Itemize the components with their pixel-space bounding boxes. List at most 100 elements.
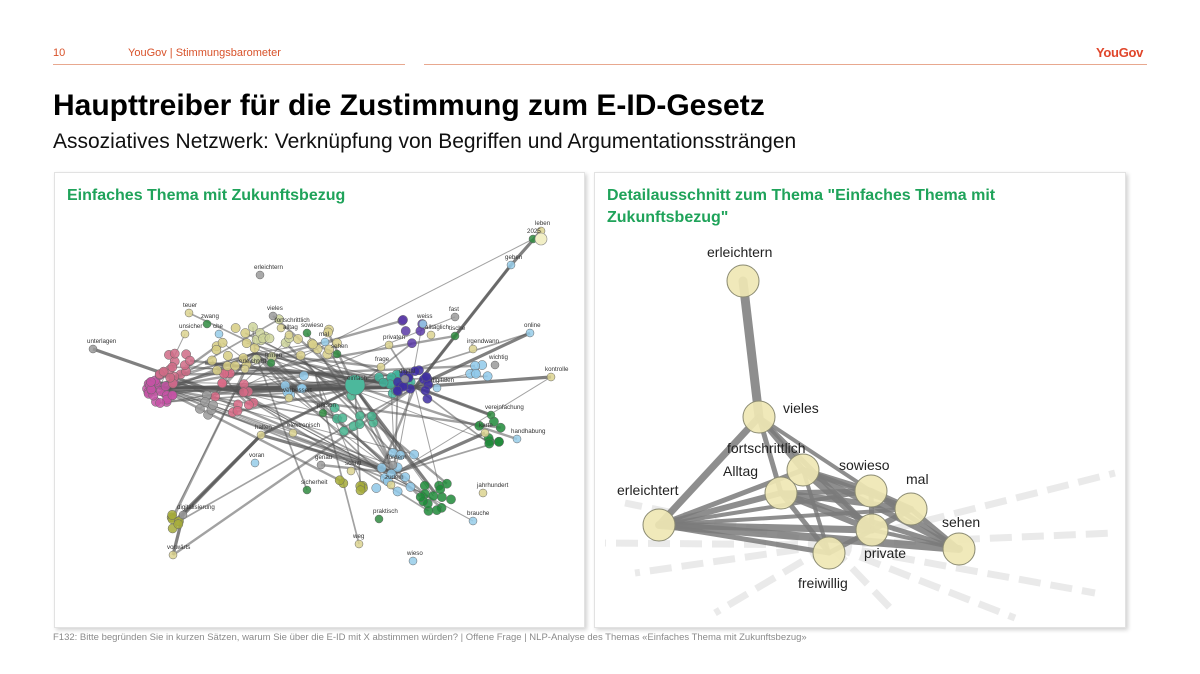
overview-node	[207, 355, 217, 366]
overview-node-label: digitalen	[431, 377, 455, 384]
overview-node	[230, 360, 241, 371]
overview-node	[165, 372, 176, 383]
overview-node	[155, 398, 165, 408]
overview-network-panel: Einfaches Thema mit Zukunftsbezug leben 2…	[54, 172, 585, 628]
overview-node-label: verbessert	[283, 387, 312, 394]
overview-node-label: schritt	[345, 460, 362, 467]
detail-node-label: private	[864, 545, 906, 561]
overview-node	[374, 514, 384, 524]
detail-node-label: sowieso	[839, 457, 890, 473]
overview-edge	[271, 355, 396, 474]
overview-node-label: fortschrittlich	[275, 317, 310, 324]
detail-node-label: fortschrittlich	[727, 440, 806, 456]
overview-node	[392, 486, 403, 497]
overview-node	[324, 344, 335, 355]
overview-node-label: geben	[505, 254, 523, 261]
detail-node	[726, 264, 760, 298]
overview-node	[288, 428, 298, 438]
overview-node-label: vorwärts	[167, 544, 190, 551]
detail-node	[855, 513, 889, 547]
overview-node-label: fast	[449, 306, 459, 313]
brand-logo: YouGov	[1096, 45, 1144, 60]
overview-node	[217, 378, 228, 388]
overview-node	[354, 419, 365, 430]
overview-edge	[394, 323, 423, 474]
overview-edge	[158, 386, 341, 482]
detail-node-label: freiwillig	[798, 575, 848, 591]
overview-node	[484, 438, 495, 449]
overview-node-label: brauche	[467, 510, 490, 517]
overview-node	[266, 358, 276, 368]
overview-edge	[171, 390, 237, 520]
overview-node	[256, 430, 266, 440]
overview-edge	[158, 334, 456, 390]
overview-node	[230, 323, 241, 333]
overview-node-label: weg	[352, 533, 365, 540]
overview-node	[490, 360, 500, 370]
overview-node	[512, 434, 522, 444]
detail-edge	[656, 522, 832, 556]
overview-node	[240, 364, 250, 374]
overview-node-label: privaten	[383, 334, 406, 341]
overview-edge	[306, 332, 396, 474]
overview-node	[180, 329, 190, 339]
overview-node	[238, 353, 249, 363]
overview-edge	[178, 386, 416, 523]
overview-node	[371, 483, 382, 493]
overview-node-label: mal	[319, 331, 329, 338]
detail-edge	[757, 415, 873, 493]
overview-node-label: praktisch	[373, 508, 398, 515]
overview-node	[167, 510, 178, 520]
detail-node	[642, 508, 676, 542]
overview-node	[320, 337, 330, 347]
overview-node-label: erleichtern	[254, 264, 283, 271]
overview-node	[392, 385, 403, 396]
overview-node-label: firmen	[265, 352, 283, 359]
detail-edge	[657, 507, 913, 527]
overview-node-label: alltag	[283, 324, 298, 331]
overview-node	[435, 484, 446, 495]
overview-node	[482, 371, 493, 382]
overview-node	[420, 385, 431, 396]
overview-node	[217, 337, 228, 348]
overview-node	[421, 371, 432, 382]
overview-node-label: wieso	[406, 550, 423, 557]
overview-node-label: genau	[315, 454, 333, 461]
overview-node	[308, 339, 318, 350]
overview-node	[419, 480, 430, 491]
overview-node-label: wichtig	[488, 354, 508, 361]
detail-node	[894, 492, 928, 526]
overview-node	[268, 311, 278, 321]
overview-node	[202, 319, 212, 329]
overview-node	[470, 360, 480, 371]
background-ray	[829, 541, 1096, 597]
overview-node	[211, 344, 222, 355]
overview-node	[173, 519, 184, 530]
overview-node	[240, 328, 251, 338]
overview-node	[264, 333, 275, 344]
overview-node	[168, 550, 178, 560]
overview-node	[297, 383, 308, 394]
overview-node	[239, 379, 249, 389]
overview-node	[214, 329, 224, 339]
overview-node-label: kontrolle	[545, 366, 569, 373]
overview-node	[332, 349, 342, 359]
overview-node	[378, 377, 389, 388]
overview-edge	[414, 386, 440, 486]
overview-edge	[254, 352, 490, 442]
overview-node	[506, 260, 516, 270]
overview-node-label: che	[213, 323, 224, 330]
detail-node	[942, 532, 976, 566]
overview-node	[302, 485, 312, 495]
overview-node-label: erleichtert	[239, 358, 266, 365]
overview-node-label: fördern	[387, 454, 407, 461]
overview-edge	[328, 349, 396, 474]
overview-node-label: digitalisierung	[177, 504, 215, 511]
overview-node	[486, 410, 496, 420]
detail-edge	[800, 467, 962, 552]
overview-node	[284, 330, 294, 340]
overview-node	[418, 319, 428, 329]
overview-node	[316, 460, 326, 470]
overview-node-label: voran	[249, 452, 265, 459]
